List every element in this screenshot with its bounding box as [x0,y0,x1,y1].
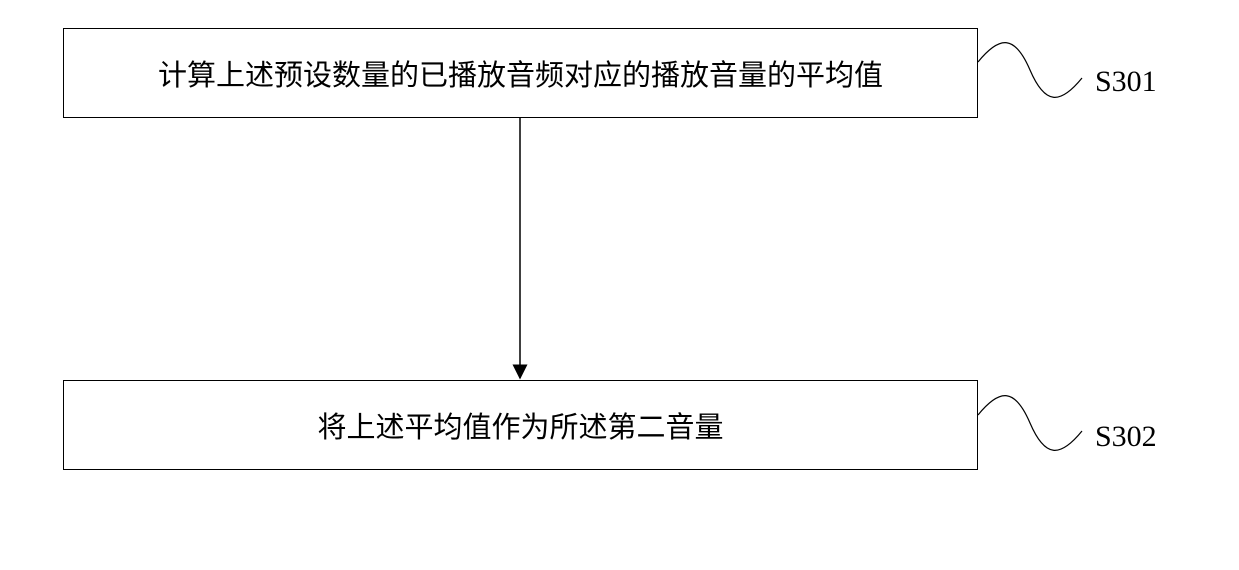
step-box-s302: 将上述平均值作为所述第二音量 [63,380,978,470]
squiggle-s301 [978,43,1082,98]
step-label-s301: S301 [1095,65,1157,99]
squiggle-s302 [978,396,1082,451]
step-label-s302: S302 [1095,420,1157,454]
step-box-s301: 计算上述预设数量的已播放音频对应的播放音量的平均值 [63,28,978,118]
step-text: 将上述平均值作为所述第二音量 [317,404,723,446]
flowchart-canvas: 计算上述预设数量的已播放音频对应的播放音量的平均值 S301 将上述平均值作为所… [0,0,1239,570]
step-text: 计算上述预设数量的已播放音频对应的播放音量的平均值 [158,52,883,94]
